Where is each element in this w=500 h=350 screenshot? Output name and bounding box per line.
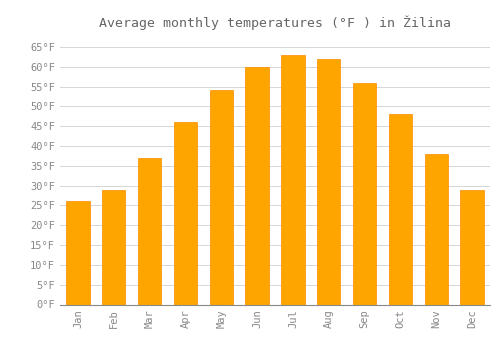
Title: Average monthly temperatures (°F ) in Žilina: Average monthly temperatures (°F ) in Ži… <box>99 15 451 30</box>
Bar <box>282 55 304 304</box>
Bar <box>317 59 340 304</box>
Bar <box>66 202 90 304</box>
Bar <box>424 154 448 304</box>
Bar <box>353 83 376 304</box>
Bar <box>138 158 161 304</box>
Bar <box>174 122 197 304</box>
Bar <box>460 190 483 304</box>
Bar <box>102 190 126 304</box>
Bar <box>389 114 412 304</box>
Bar <box>246 67 268 304</box>
Bar <box>210 91 233 304</box>
